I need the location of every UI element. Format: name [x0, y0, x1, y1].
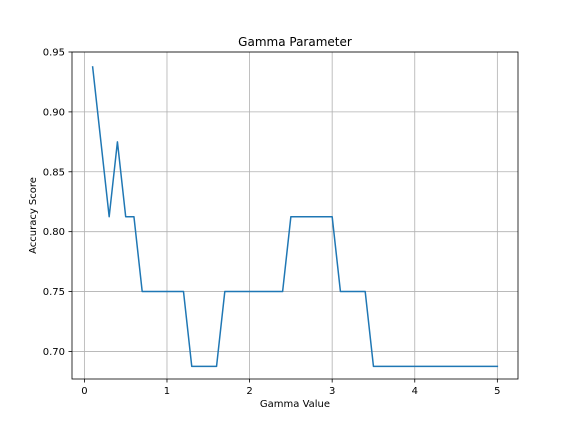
series-line-0	[91, 66, 499, 368]
y-axis-label: Accuracy Score	[28, 177, 39, 254]
series-layer	[91, 66, 499, 368]
x-tick-label: 4	[412, 386, 418, 397]
y-tick-label: 0.90	[43, 107, 65, 118]
x-tick-label: 5	[494, 386, 500, 397]
x-tick-label: 1	[164, 386, 170, 397]
y-tick-label: 0.75	[43, 287, 65, 298]
y-tick-label: 0.80	[43, 227, 65, 238]
y-axis: 0.70 0.75 0.80 0.85 0.90 0.95	[43, 48, 72, 358]
y-tick-label: 0.85	[43, 167, 65, 178]
x-tick-label: 2	[246, 386, 252, 397]
y-tick-label: 0.95	[43, 48, 65, 59]
x-axis-label: Gamma Value	[260, 399, 330, 410]
chart-title: Gamma Parameter	[238, 35, 352, 49]
plot-frame	[71, 51, 519, 380]
y-tick-label: 0.70	[43, 347, 65, 358]
x-tick-label: 3	[329, 386, 335, 397]
x-tick-label: 0	[81, 386, 87, 397]
x-axis: 0 1 2 3 4 5	[81, 379, 501, 397]
